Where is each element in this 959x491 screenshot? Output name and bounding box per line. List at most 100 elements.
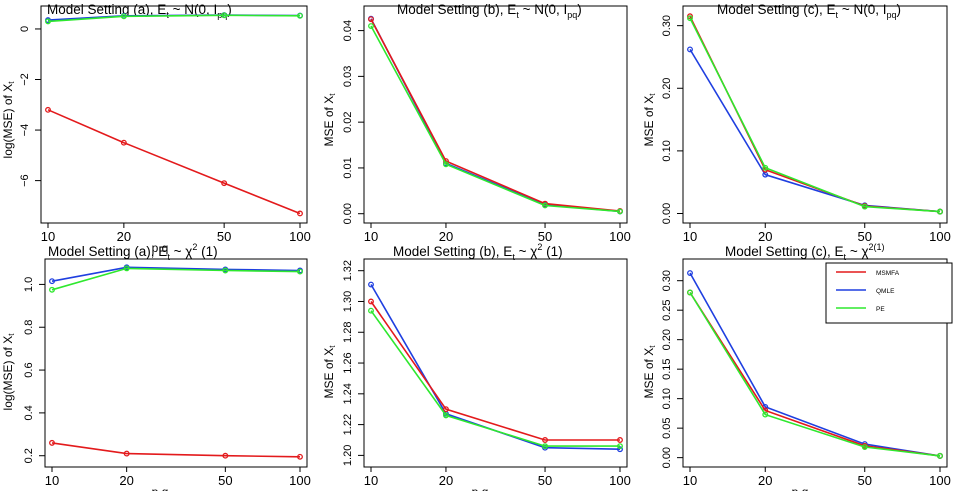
x-axis-label: p,q [152, 485, 169, 491]
series-line-msmfa [47, 109, 301, 215]
y-tick-label: 0.20 [661, 78, 673, 99]
y-tick-label: 0.10 [661, 140, 673, 161]
series-line-msmfa [370, 18, 621, 212]
data-point-msmfa [221, 180, 228, 187]
y-tick-label: 1.20 [342, 445, 354, 466]
data-point-msmfa [617, 437, 623, 443]
x-tick-label: 10 [41, 229, 55, 244]
data-point-pe [45, 18, 51, 25]
chart-title: Model Setting (c), Et ~ N(0, Ipq) [717, 2, 901, 20]
plot-frame [40, 5, 308, 224]
data-point-msmfa [222, 452, 229, 459]
y-tick-label: 0.25 [661, 299, 673, 320]
x-tick-label: 10 [364, 229, 378, 244]
x-tick-label: 100 [289, 473, 311, 488]
series-line-msmfa [370, 301, 620, 441]
y-tick-label: 0 [19, 26, 31, 32]
x-tick-label: 50 [538, 473, 552, 488]
y-tick-label: 1.22 [342, 414, 354, 435]
data-point-qmle [687, 46, 693, 53]
data-point-pe [443, 161, 449, 168]
data-point-pe [368, 307, 374, 314]
data-point-pe [222, 267, 229, 274]
x-tick-label: 50 [538, 229, 552, 244]
data-point-msmfa [297, 453, 303, 460]
y-tick-label: 0.2 [23, 448, 35, 463]
x-axis-label: p,q [792, 485, 809, 491]
y-tick-label: 0.15 [661, 358, 673, 379]
y-tick-label: 0.02 [342, 111, 354, 132]
data-point-pe [368, 23, 374, 29]
data-point-msmfa [120, 139, 127, 146]
y-axis-label: MSE of Xt [642, 93, 657, 147]
chart-title: Model Setting (a), Et ~ N(0, Ipq) [47, 2, 232, 20]
data-point-qmle [687, 270, 693, 276]
series-line-pe [689, 292, 941, 457]
y-tick-label: 1.26 [342, 352, 354, 373]
x-tick-label: 20 [119, 473, 133, 488]
chart-panel-5: Model Setting (b), Et ~ χ2 (1) MSE of Xt 1… [322, 242, 631, 491]
y-tick-label: 0.8 [23, 320, 35, 335]
x-tick-label: 10 [683, 229, 697, 244]
chart-title: Model Setting (b), Et ~ N(0, Ipq) [397, 2, 582, 20]
x-tick-label: 100 [609, 473, 631, 488]
y-tick-label: 1.24 [342, 383, 354, 404]
x-tick-label: 10 [683, 473, 697, 488]
plot-frame [363, 258, 628, 468]
legend-label-msmfa: MSMFA [876, 270, 900, 277]
y-tick-label: 0.00 [342, 203, 354, 224]
y-tick-label: 0.04 [342, 20, 354, 41]
plot-frame [363, 5, 628, 224]
data-point-msmfa [368, 298, 374, 305]
data-point-pe [49, 286, 55, 293]
data-point-qmle [617, 446, 623, 453]
data-point-qmle [49, 278, 55, 285]
x-tick-label: 50 [858, 473, 872, 488]
data-point-qmle [368, 281, 374, 288]
y-tick-label: 0.03 [342, 66, 354, 87]
x-tick-label: 100 [929, 473, 951, 488]
data-point-msmfa [123, 450, 130, 457]
legend-label-qmle: QMLE [876, 288, 895, 295]
chart-title: Model Setting (c), Et ~ χ2(1) [725, 242, 885, 262]
series-line-pe [370, 25, 621, 213]
y-tick-label: 1.32 [342, 260, 354, 281]
data-point-pe [297, 268, 303, 275]
data-point-pe [542, 202, 548, 209]
x-tick-label: 100 [609, 229, 631, 244]
x-tick-label: 100 [929, 229, 951, 244]
plot-frame [682, 258, 948, 468]
y-tick-label: 0.30 [661, 15, 673, 36]
data-point-pe [937, 452, 943, 459]
data-point-pe [762, 164, 769, 171]
legend-box [825, 262, 953, 324]
series-line-pe [689, 17, 941, 213]
data-point-msmfa [49, 439, 55, 446]
x-tick-label: 20 [758, 473, 772, 488]
y-tick-label: 0.00 [661, 203, 673, 224]
data-point-msmfa [297, 210, 303, 217]
data-point-pe [617, 208, 623, 215]
series-line-pe [47, 14, 301, 23]
x-tick-label: 20 [758, 229, 772, 244]
series-line-pe [51, 267, 301, 291]
data-point-msmfa [368, 16, 374, 23]
chart-panel-4: Model Setting (a), Et ~ χ2 (1) log(MSE) o… [1, 242, 311, 491]
y-tick-label: 0.05 [661, 417, 673, 438]
chart-panel-1: Model Setting (a), Et ~ N(0, Ipq) log(MSE… [1, 2, 311, 255]
y-tick-label: −2 [19, 73, 31, 86]
plot-frame [44, 258, 308, 468]
y-tick-label: 0.00 [661, 447, 673, 468]
legend-label-pe: PE [876, 306, 885, 313]
data-point-pe [123, 265, 130, 272]
chart-title: Model Setting (b), Et ~ χ2 (1) [393, 242, 563, 262]
x-tick-label: 50 [858, 229, 872, 244]
data-point-pe [617, 443, 623, 450]
data-point-msmfa [443, 406, 449, 413]
y-tick-label: −6 [19, 174, 31, 187]
y-tick-label: 1.0 [23, 277, 35, 292]
data-point-pe [297, 12, 303, 19]
y-axis-label: MSE of Xt [322, 345, 337, 399]
data-point-pe [542, 443, 548, 450]
